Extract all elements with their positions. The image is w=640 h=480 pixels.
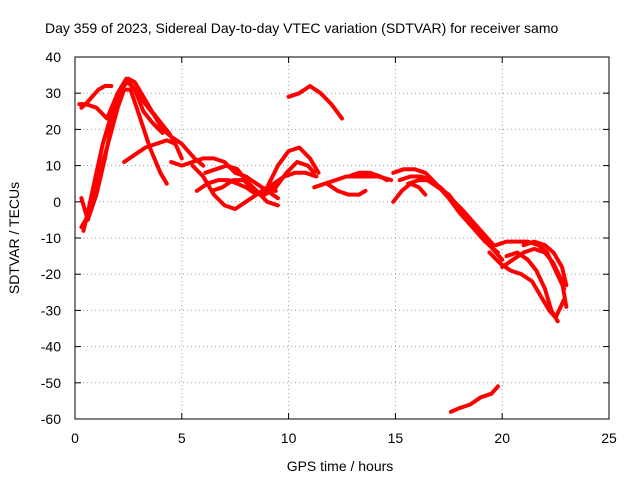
data-series bbox=[77, 76, 569, 414]
series-arc-4 bbox=[81, 76, 184, 233]
y-tick-label: -10 bbox=[41, 230, 61, 246]
series-arc-13 bbox=[286, 84, 344, 121]
y-tick-label: 0 bbox=[53, 194, 61, 210]
x-tick-label: 0 bbox=[71, 430, 79, 446]
series-arc-10 bbox=[203, 163, 280, 208]
series-arc-21 bbox=[414, 174, 496, 248]
x-tick-label: 20 bbox=[494, 430, 510, 446]
y-tick-label: -20 bbox=[41, 266, 61, 282]
x-tick-label: 10 bbox=[281, 430, 297, 446]
y-tick-label: 30 bbox=[45, 85, 61, 101]
series-arc-3 bbox=[79, 80, 206, 222]
x-tick-label: 5 bbox=[178, 430, 186, 446]
y-tick-label: 10 bbox=[45, 158, 61, 174]
series-arc-12 bbox=[261, 170, 319, 197]
series-arc-15 bbox=[325, 181, 368, 197]
series-arc-24 bbox=[500, 246, 569, 309]
y-tick-label: 20 bbox=[45, 121, 61, 137]
y-tick-label: -40 bbox=[41, 339, 61, 355]
series-arc-16 bbox=[346, 170, 389, 183]
x-tick-label: 15 bbox=[388, 430, 404, 446]
y-tick-label: 40 bbox=[45, 49, 61, 65]
x-axis-label: GPS time / hours bbox=[287, 458, 394, 474]
series-arc-25 bbox=[504, 250, 560, 324]
y-tick-label: -30 bbox=[41, 302, 61, 318]
series-arc-7 bbox=[169, 156, 280, 201]
series-arc-9 bbox=[194, 145, 321, 197]
y-axis-label: SDTVAR / TECUs bbox=[6, 182, 22, 294]
y-axis-ticks: -60 -50 -40 -30 -20 -10 0 10 20 30 40 bbox=[41, 49, 609, 427]
series-arc-26 bbox=[521, 239, 569, 288]
x-tick-label: 25 bbox=[601, 430, 617, 446]
chart-title: Day 359 of 2023, Sidereal Day-to-day VTE… bbox=[45, 20, 558, 36]
x-axis-ticks: 0 5 10 15 20 25 bbox=[71, 57, 617, 446]
series-arc-5 bbox=[79, 84, 114, 110]
y-tick-label: -60 bbox=[41, 411, 61, 427]
series-arc-27 bbox=[448, 384, 500, 414]
series-arc-6 bbox=[122, 138, 178, 164]
y-tick-label: -50 bbox=[41, 375, 61, 391]
